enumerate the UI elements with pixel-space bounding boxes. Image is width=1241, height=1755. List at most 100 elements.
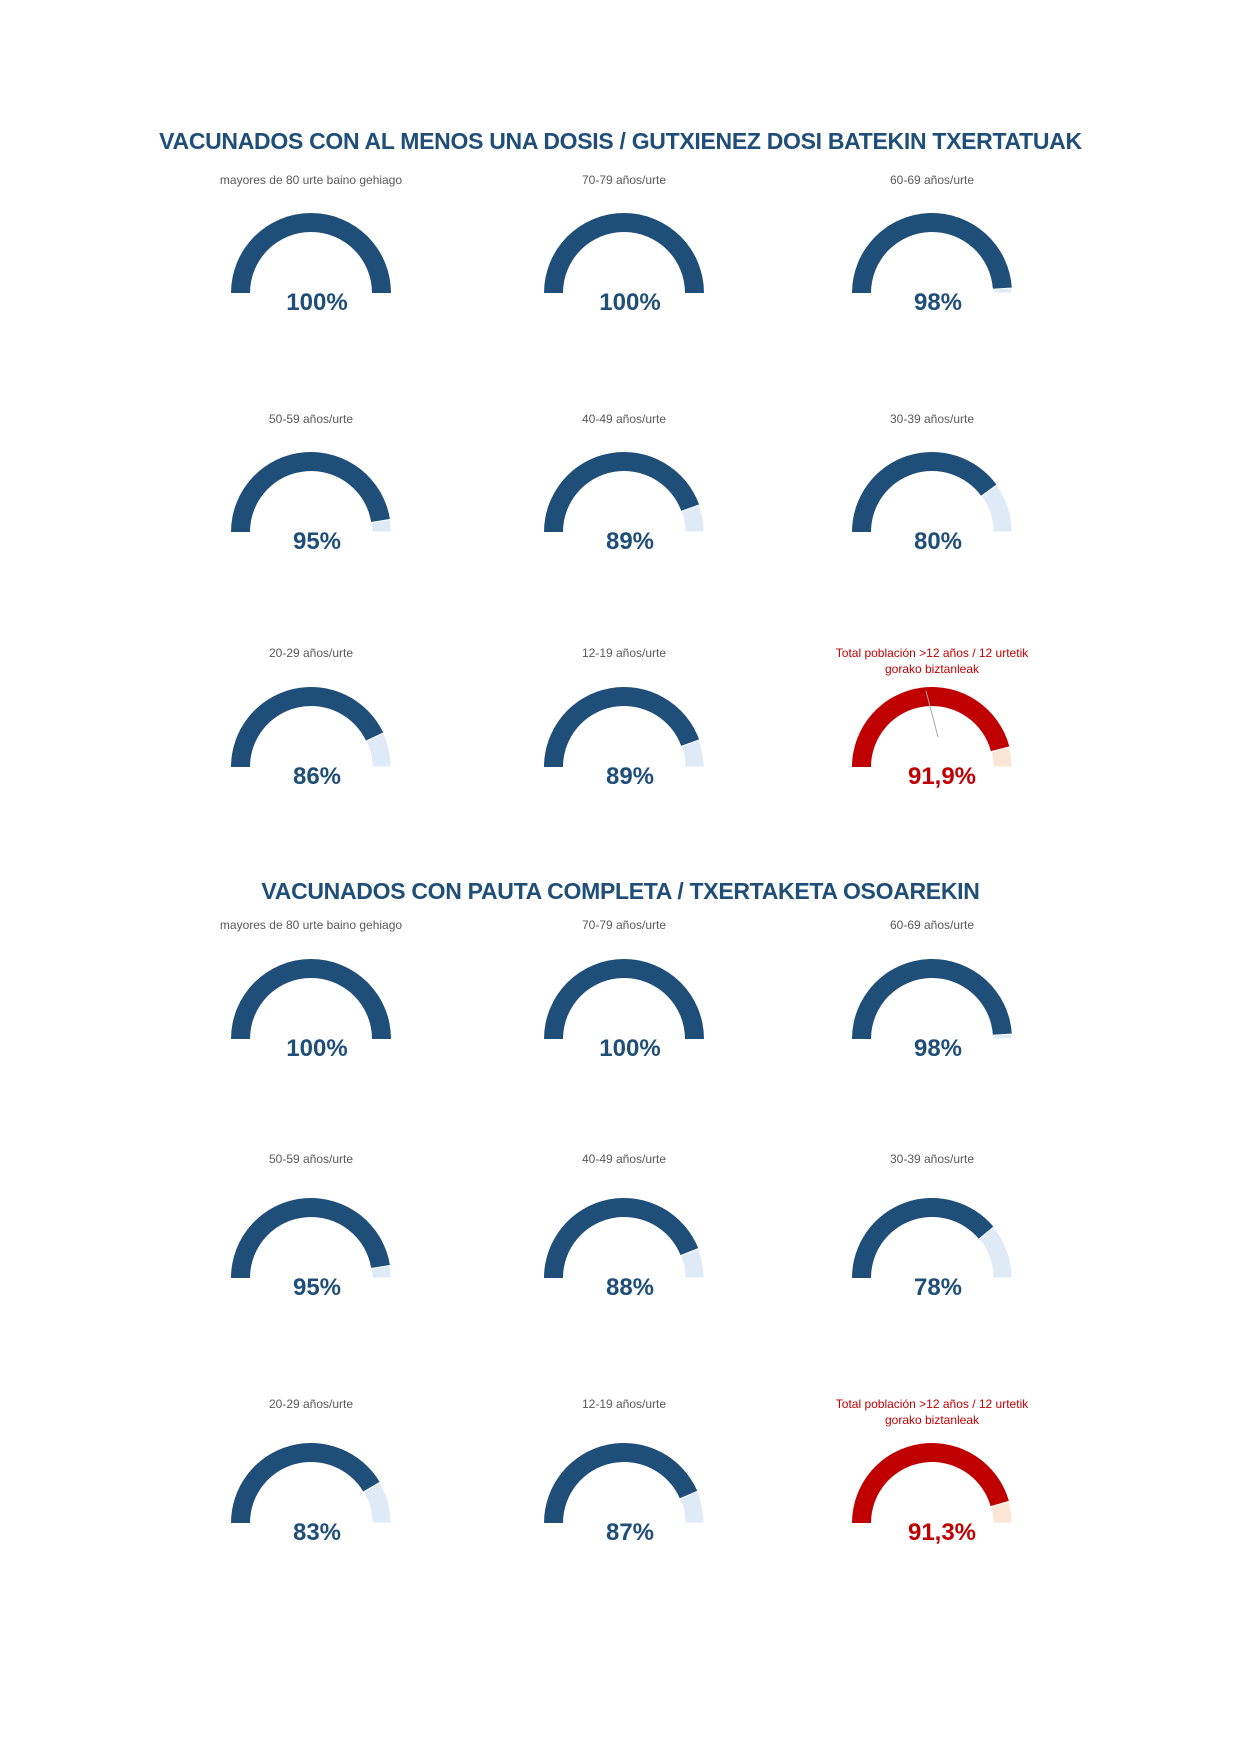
gauge-filled-segment (852, 213, 1012, 293)
gauge-filled-segment (852, 452, 997, 532)
gauge-arc (231, 1443, 392, 1524)
gauge-total: Total población >12 años / 12 urtetik go… (802, 1396, 1062, 1596)
gauge-arc (231, 1198, 392, 1279)
gauge: 40-49 años/urte 88% (494, 1151, 754, 1351)
gauge-filled-segment (231, 212, 391, 293)
gauge-filled-segment (231, 958, 391, 1039)
gauge-value: 95% (292, 528, 342, 555)
gauge-label: 30-39 años/urte (889, 412, 975, 426)
gauge-arc (231, 452, 392, 533)
gauge-value: 78% (913, 1274, 963, 1301)
gauge-needle (925, 690, 939, 738)
gauge-filled-segment (544, 687, 700, 767)
gauge: 30-39 años/urte 78% (802, 1151, 1062, 1351)
gauge: 60-69 años/urte 98% (802, 917, 1062, 1117)
gauge-arc (231, 687, 392, 768)
gauge-label: 20-29 años/urte (268, 646, 354, 660)
gauge-arc (544, 1443, 705, 1524)
gauge: 50-59 años/urte 95% (181, 1151, 441, 1351)
gauge: 50-59 años/urte 95% (181, 411, 441, 611)
gauge-remainder-segment (992, 287, 1013, 294)
gauge-filled-segment (852, 1198, 994, 1278)
gauge-label: 12-19 años/urte (581, 646, 667, 660)
gauge-label: 40-49 años/urte (581, 412, 667, 426)
gauge-arc (544, 1198, 705, 1279)
gauge-label: 20-29 años/urte (268, 1397, 354, 1411)
section-title: VACUNADOS CON PAUTA COMPLETA / TXERTAKET… (261, 878, 980, 904)
gauge: 40-49 años/urte 89% (494, 411, 754, 611)
gauge-label: mayores de 80 urte baino gehiago (219, 173, 403, 187)
gauge-arc (231, 958, 391, 1039)
gauge-arc (852, 452, 1013, 533)
gauge: 20-29 años/urte 86% (181, 645, 441, 845)
gauge-remainder-segment (992, 1033, 1013, 1040)
section-title: VACUNADOS CON AL MENOS UNA DOSIS / GUTXI… (159, 128, 1082, 154)
gauge-value: 98% (913, 289, 963, 316)
gauge-value: 83% (292, 1519, 342, 1546)
gauge-value: 80% (913, 528, 963, 555)
gauge-filled-segment (544, 212, 704, 293)
gauge-remainder-segment (680, 1247, 705, 1279)
gauge-value: 87% (605, 1519, 655, 1546)
gauge-total: Total población >12 años / 12 urtetik go… (802, 645, 1062, 845)
gauge-filled-segment (544, 452, 700, 532)
gauge-arc (852, 213, 1013, 294)
gauge-arc (231, 212, 391, 293)
gauge-value: 89% (605, 528, 655, 555)
gauge-label: 30-39 años/urte (889, 1152, 975, 1166)
gauge-arc (544, 687, 705, 768)
gauge-value: 91,9% (907, 763, 977, 790)
gauge-value: 88% (605, 1274, 655, 1301)
gauge-label: 50-59 años/urte (268, 1152, 354, 1166)
gauge-remainder-segment (990, 1500, 1013, 1524)
gauge: mayores de 80 urte baino gehiago 100% (181, 917, 441, 1117)
gauge-remainder-segment (370, 1264, 392, 1279)
gauge-value: 100% (286, 1035, 348, 1062)
gauge: 70-79 años/urte 100% (494, 917, 754, 1117)
gauge-value: 98% (913, 1035, 963, 1062)
gauge-remainder-segment (365, 732, 392, 768)
gauge: 30-39 años/urte 80% (802, 411, 1062, 611)
gauge-remainder-segment (978, 1226, 1013, 1279)
gauge-filled-segment (852, 959, 1012, 1039)
gauge-label: 12-19 años/urte (581, 1397, 667, 1411)
gauge-value: 89% (605, 763, 655, 790)
gauge: 12-19 años/urte 87% (494, 1396, 754, 1596)
gauge-label: 50-59 años/urte (268, 412, 354, 426)
gauge-arc (852, 959, 1013, 1040)
gauge-filled-segment (231, 1198, 391, 1278)
gauge-label: 70-79 años/urte (581, 173, 667, 187)
gauge-filled-segment (544, 958, 704, 1039)
gauge-arc (544, 452, 705, 533)
gauge: 70-79 años/urte 100% (494, 172, 754, 372)
gauge-arc (544, 958, 704, 1039)
gauge-value: 86% (292, 763, 342, 790)
gauge-remainder-segment (680, 504, 705, 533)
gauge-remainder-segment (362, 1481, 392, 1524)
gauge-value: 91,3% (907, 1519, 977, 1546)
gauge-label: 40-49 años/urte (581, 1152, 667, 1166)
gauge-label: 70-79 años/urte (581, 918, 667, 932)
gauge: 60-69 años/urte 98% (802, 172, 1062, 372)
gauge-label: mayores de 80 urte baino gehiago (219, 918, 403, 932)
gauge-value: 95% (292, 1274, 342, 1301)
gauge-filled-segment (231, 687, 384, 767)
gauge-remainder-segment (679, 1490, 705, 1524)
gauge-filled-segment (852, 1443, 1010, 1523)
gauge-arc (852, 687, 1013, 768)
gauge-filled-segment (852, 687, 1010, 767)
gauge: 12-19 años/urte 89% (494, 645, 754, 845)
gauge-remainder-segment (980, 484, 1013, 533)
gauge: 20-29 años/urte 83% (181, 1396, 441, 1596)
gauge-arc (852, 1443, 1013, 1524)
gauge-label: 60-69 años/urte (889, 918, 975, 932)
gauge-filled-segment (231, 452, 391, 532)
gauge-filled-segment (544, 1198, 699, 1278)
gauge-value: 100% (599, 1035, 661, 1062)
gauge-filled-segment (231, 1443, 380, 1523)
gauge-arc (852, 1198, 1013, 1279)
gauge-remainder-segment (680, 739, 705, 768)
gauge: mayores de 80 urte baino gehiago 100% (181, 172, 441, 372)
gauge-label: 60-69 años/urte (889, 173, 975, 187)
gauge-remainder-segment (990, 746, 1013, 768)
